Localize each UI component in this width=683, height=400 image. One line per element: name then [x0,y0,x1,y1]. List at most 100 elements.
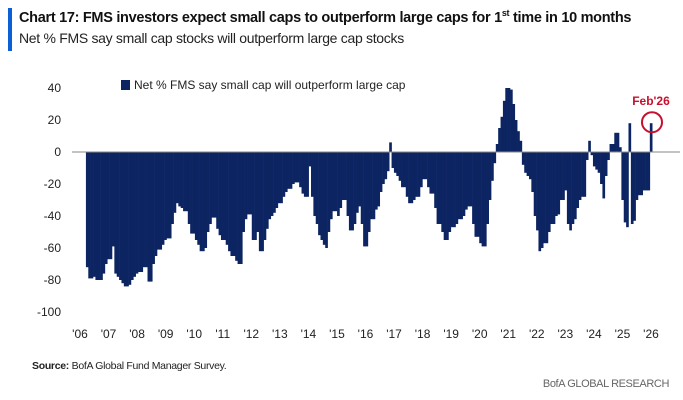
bar [149,152,153,282]
bar [611,144,615,152]
bar [190,152,193,234]
bar [292,152,295,184]
bar [438,152,442,224]
bar [123,152,127,287]
x-tick-label: '17 [386,327,402,341]
bar [377,152,381,207]
bar [455,152,459,224]
bar [145,152,148,268]
bar [431,152,435,194]
bar [507,88,511,152]
bar [337,152,340,216]
y-tick-label: 20 [48,113,62,127]
bar [348,152,352,231]
bar [429,152,433,194]
bar [614,132,617,152]
source-note: Source: BofA Global Fund Manager Survey. [32,360,227,372]
bar [180,152,184,208]
bar [116,152,120,277]
bar [287,152,290,189]
bar [588,140,591,152]
bar [571,152,575,224]
bar [536,152,539,231]
bar [119,152,122,280]
bar [223,152,227,240]
bar [351,152,354,231]
bar [130,152,134,280]
bar [424,152,428,180]
x-tick-label: '07 [101,327,117,341]
bar [488,152,492,200]
bar [403,152,407,188]
bar [443,152,447,240]
bar [460,152,463,220]
bar [538,152,542,252]
bar [363,152,366,247]
bar [401,152,404,188]
chart-subtitle: Net % FMS say small cap stocks will outp… [19,30,404,46]
bar [521,152,525,165]
bar [415,152,418,197]
bar [209,152,212,224]
bar [164,152,167,240]
bar [583,152,587,197]
bar [220,152,224,240]
chart-title: Chart 17: FMS investors expect small cap… [19,8,632,26]
bar [256,152,260,232]
bar [133,152,136,277]
bar [581,152,584,197]
bar [301,152,305,194]
bar [114,152,118,274]
bar [640,152,644,196]
bar [334,152,338,212]
bar [469,152,473,207]
bar [225,152,229,245]
bar [450,152,454,228]
bar [104,152,108,264]
bar [235,152,238,261]
y-tick-label: 40 [48,81,62,95]
bar [242,152,245,232]
y-tick-label: -40 [44,209,62,223]
bar [408,152,411,204]
bar [254,152,257,240]
bar [422,152,426,180]
bar [462,152,466,216]
x-tick-label: '15 [329,327,345,341]
bar [595,152,598,170]
bar [228,152,231,252]
bar [85,152,89,268]
bar [100,152,103,280]
bar [412,152,416,200]
bar [555,152,558,216]
bar [93,152,96,277]
bar [327,152,331,232]
bar [623,152,627,223]
bar [491,152,494,181]
bar [405,152,409,197]
bar [303,152,307,197]
bar [178,152,181,207]
bar [313,152,317,216]
bar [232,152,236,256]
bar [157,152,160,250]
bar [498,128,501,152]
bar [635,152,639,200]
bar [325,152,328,248]
bar [128,152,132,285]
bar [531,152,535,192]
bar [436,152,440,224]
brand-label: BofA GLOBAL RESEARCH [542,378,669,390]
bar [374,152,378,210]
bars-group [85,88,653,287]
bar [600,152,603,184]
bar [247,152,250,215]
x-tick-label: '10 [186,327,202,341]
bar [102,152,106,274]
bar [322,152,326,245]
x-tick-label: '09 [158,327,174,341]
bar [379,152,383,192]
bar [154,152,158,256]
x-tick-label: '24 [586,327,602,341]
